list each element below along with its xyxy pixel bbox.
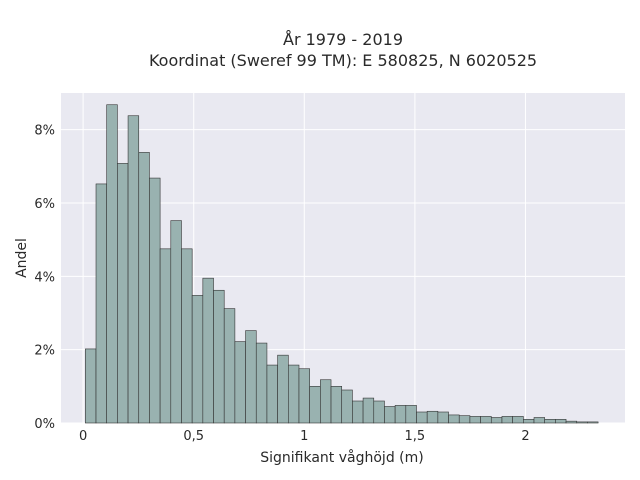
histogram-bar: [288, 364, 300, 424]
y-tick-label: 0%: [34, 417, 55, 432]
x-tick-label: 0: [79, 429, 87, 444]
histogram-bar: [266, 364, 278, 424]
histogram-bar: [448, 414, 460, 424]
histogram-bar: [117, 163, 129, 424]
histogram-bar: [202, 277, 214, 424]
x-axis-label: Signifikant våghöjd (m): [260, 449, 423, 466]
x-tick-label: 0,5: [183, 429, 204, 444]
histogram-bar: [234, 341, 246, 424]
histogram-bar: [127, 115, 140, 424]
y-tick-label: 6%: [34, 197, 55, 212]
histogram-bar: [501, 416, 513, 424]
histogram-bar: [416, 411, 428, 424]
histogram-bar: [426, 410, 439, 424]
histogram-bar: [309, 386, 321, 424]
chart-title-line1: År 1979 - 2019: [283, 30, 403, 49]
histogram-bar: [544, 419, 556, 424]
histogram-bar: [405, 405, 417, 424]
histogram-bar: [576, 421, 588, 424]
histogram-bar: [245, 330, 257, 424]
histogram-bar: [373, 400, 385, 424]
histogram-bar: [384, 406, 396, 424]
y-axis-ticks: 0% 2% 4% 6% 8%: [34, 124, 55, 432]
histogram-bar: [523, 419, 535, 424]
histogram-bar: [277, 354, 289, 424]
histogram-bar: [191, 295, 204, 424]
histogram-bar: [490, 417, 503, 424]
histogram-bar: [437, 411, 449, 424]
histogram-bar: [341, 389, 353, 424]
histogram-bar: [362, 397, 375, 424]
histogram-bar: [458, 415, 471, 424]
histogram-bar: [159, 248, 172, 424]
histogram-bar: [533, 417, 545, 424]
y-tick-label: 8%: [34, 124, 55, 139]
histogram-bar: [138, 152, 150, 424]
histogram-bar: [512, 416, 524, 424]
bars: [85, 104, 599, 424]
histogram-bar: [85, 348, 97, 424]
histogram-bar: [469, 416, 481, 424]
histogram-bar: [394, 405, 407, 424]
histogram-bar: [149, 177, 161, 424]
histogram-bar: [352, 400, 364, 424]
histogram-bar: [480, 416, 492, 424]
y-axis-label: Andel: [14, 238, 30, 278]
y-tick-label: 2%: [34, 344, 55, 359]
histogram-bar: [223, 308, 236, 424]
histogram-bar: [181, 248, 193, 424]
histogram-bar: [213, 289, 225, 424]
histogram-bar: [565, 420, 578, 424]
x-tick-label: 1,5: [405, 429, 426, 444]
histogram-bar: [170, 220, 182, 424]
histogram-bar: [587, 421, 599, 424]
chart-title-line2: Koordinat (Sweref 99 TM): E 580825, N 60…: [149, 51, 537, 70]
histogram-bar: [555, 419, 567, 424]
x-tick-label: 1: [300, 429, 308, 444]
histogram-bar: [95, 183, 107, 424]
histogram-bar: [330, 386, 343, 424]
histogram-bar: [320, 379, 332, 424]
y-tick-label: 4%: [34, 270, 55, 285]
histogram-bar: [106, 104, 118, 424]
x-axis-ticks: 0 0,5 1 1,5 2: [79, 429, 530, 444]
x-tick-label: 2: [521, 429, 529, 444]
histogram-bar: [298, 368, 310, 424]
histogram-bar: [255, 342, 268, 424]
